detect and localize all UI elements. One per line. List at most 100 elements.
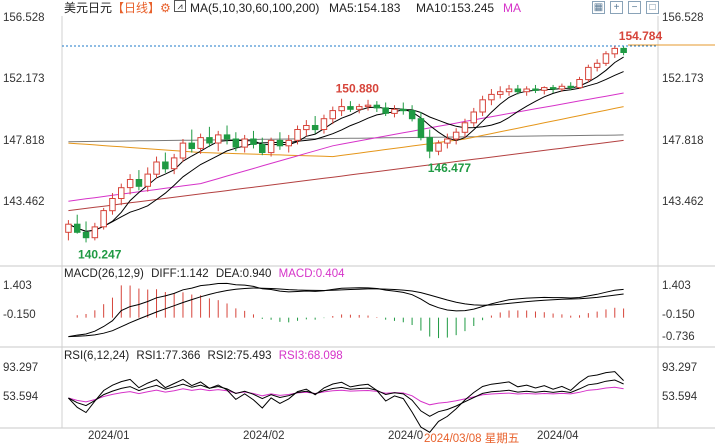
date-label-feb: 2024/02: [243, 430, 285, 442]
candle-body: [188, 142, 195, 150]
candle-body: [426, 137, 433, 152]
candle-body: [461, 122, 469, 133]
candle-body: [232, 138, 240, 148]
candle-body: [320, 118, 328, 130]
symbol-title: 美元日元: [64, 1, 113, 15]
period-label[interactable]: 【日线】: [112, 1, 161, 15]
date-highlight: 2024/03/08 星期五: [424, 430, 520, 446]
gear-icon[interactable]: ⚙: [160, 1, 171, 15]
candle-body: [541, 87, 548, 91]
rsi-axis-left-2: 53.594: [3, 391, 39, 403]
macd-axis-right-2: -0.150: [662, 309, 695, 321]
macd-title: MACD(26,12,9) DIFF:1.142 DEA:0.940 MACD:…: [64, 268, 345, 280]
ma100-line: [68, 134, 624, 143]
candle-body: [74, 223, 81, 233]
candle-body: [206, 137, 213, 144]
candle-body: [593, 62, 601, 68]
candle-body: [162, 161, 169, 170]
macd-dea-line: [68, 287, 624, 338]
candle-body: [65, 223, 72, 233]
candle-body: [356, 106, 363, 110]
candle-body: [523, 88, 530, 93]
macd-diff-label: DIFF:1.142: [151, 268, 209, 280]
rsi-title: RSI(6,12,24) RSI1:77.366 RSI2:75.493 RSI…: [64, 350, 343, 362]
candle-body: [250, 138, 257, 145]
macd-axis-right-1: 1.403: [662, 280, 691, 292]
candle-body: [373, 104, 381, 109]
rsi3-label: RSI3:68.098: [278, 350, 343, 362]
candle-body: [400, 108, 407, 112]
candle-body: [303, 125, 310, 131]
macd-axis-left-2: -0.150: [3, 309, 36, 321]
grid-icon[interactable]: ▦: [592, 1, 605, 14]
candle-body: [144, 173, 151, 187]
date-label-mar: 2024/0: [388, 430, 424, 442]
rsi-axis-right-1: 93.297: [662, 362, 698, 374]
candle-body: [135, 179, 143, 187]
price-axis-right-4: 143.462: [662, 196, 704, 208]
price-axis-left-3: 147.818: [3, 135, 45, 147]
candle-body: [382, 107, 389, 114]
candle-body: [311, 125, 319, 131]
candle-body: [479, 99, 486, 113]
candle-body: [435, 142, 442, 152]
macd-dea-label: DEA:0.940: [215, 268, 272, 280]
mid-high-label: 150.880: [336, 82, 380, 96]
ma10-label: MA10:153.245: [416, 1, 495, 15]
candle-body: [276, 139, 284, 147]
candle-body: [602, 53, 610, 64]
candle-body: [82, 231, 90, 239]
zoom-in-icon[interactable]: +: [610, 1, 623, 14]
candle-body: [558, 85, 566, 90]
candle-body: [223, 134, 231, 140]
macd-diff-line: [68, 282, 624, 338]
candle-body: [241, 138, 248, 148]
high-price-label: 154.784: [619, 29, 663, 43]
candle-body: [470, 111, 477, 124]
candle-body: [391, 108, 398, 114]
candle-body: [179, 142, 187, 159]
candle-body: [170, 157, 178, 170]
candle-body: [417, 118, 425, 139]
candle-body: [118, 187, 125, 199]
rsi-params: RSI(6,12,24): [64, 350, 130, 362]
candle-body: [153, 161, 160, 175]
candle-body: [576, 79, 583, 89]
square-icon[interactable]: □: [646, 1, 659, 14]
macd-axis-right-3: -0.736: [662, 331, 695, 343]
candle-body: [408, 110, 416, 120]
macd-value-label: MACD:0.404: [278, 268, 345, 280]
candle-body: [585, 66, 592, 81]
candle-body: [532, 88, 539, 91]
price-axis-right-1: 156.528: [662, 12, 704, 24]
price-axis-left-2: 152.173: [3, 73, 45, 85]
zoom-out-icon[interactable]: −: [628, 1, 641, 14]
candle-body: [611, 47, 618, 55]
candle-body: [285, 139, 292, 147]
candle-body: [549, 87, 557, 90]
candle-body: [215, 134, 222, 144]
rsi1-label: RSI1:77.366: [136, 350, 201, 362]
rsi2-line: [68, 379, 624, 417]
price-axis-right-2: 152.173: [662, 73, 704, 85]
candle-body: [91, 226, 99, 239]
candle-body: [497, 91, 504, 95]
rsi-axis-left-1: 93.297: [3, 362, 39, 374]
price-axis-left-4: 143.462: [3, 196, 45, 208]
date-label-apr: 2024/04: [537, 430, 579, 442]
candle-body: [347, 106, 354, 110]
ma-params-label: MA(5,10,30,60,100,200): [190, 1, 320, 15]
candle-body: [267, 139, 275, 154]
candle-body: [620, 47, 627, 54]
ma-tail-label: MA: [503, 1, 521, 15]
macd-axis-left-1: 1.403: [3, 280, 32, 292]
candle-body: [109, 198, 116, 212]
line-chart-icon[interactable]: ⩘: [174, 0, 186, 12]
candle-body: [488, 93, 495, 101]
price-axis-right-3: 147.818: [662, 135, 704, 147]
candle-body: [338, 106, 345, 112]
candle-body: [444, 138, 451, 144]
candle-body: [259, 143, 266, 153]
ma5-line: [68, 56, 624, 232]
